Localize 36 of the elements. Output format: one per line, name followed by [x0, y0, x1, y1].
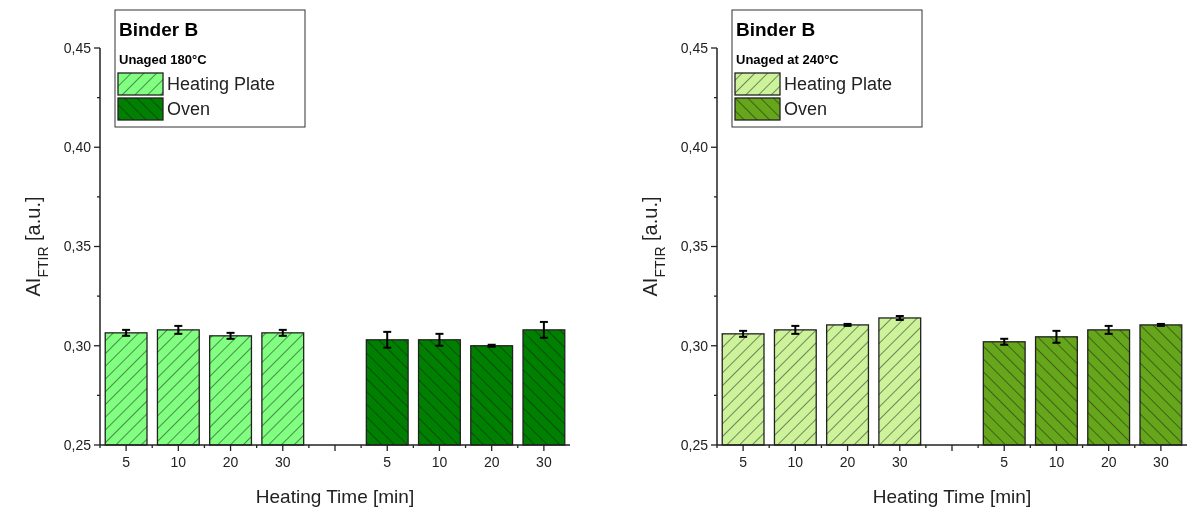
- x-tick-label: 20: [222, 454, 239, 470]
- x-tick-label: 10: [431, 454, 448, 470]
- legend-title: Unaged at 240°C: [736, 52, 840, 67]
- x-tick-label: 5: [739, 454, 748, 470]
- chart-title: Binder B: [736, 19, 816, 40]
- x-tick-label: 5: [383, 454, 392, 470]
- legend-label: Heating Plate: [167, 74, 276, 94]
- y-tick-label: 0,40: [680, 139, 709, 156]
- y-tick-label: 0,40: [63, 139, 92, 156]
- x-tick-label: 30: [891, 454, 908, 470]
- x-tick-label: 20: [483, 454, 500, 470]
- y-tick-label: 0,45: [680, 39, 709, 56]
- x-tick-label: 30: [1153, 454, 1169, 470]
- legend-label: Oven: [784, 99, 828, 119]
- x-tick-label: 10: [170, 454, 187, 470]
- x-axis-title: Heating Time [min]: [872, 486, 1032, 507]
- x-tick-label: 20: [839, 454, 856, 470]
- x-tick-label: 5: [1000, 454, 1009, 470]
- y-tick-label: 0,45: [63, 39, 92, 56]
- y-tick-label: 0,30: [63, 337, 92, 354]
- x-tick-label: 10: [1048, 454, 1065, 470]
- legend-label: Heating Plate: [784, 74, 893, 94]
- x-tick-label: 30: [536, 454, 552, 470]
- x-tick-label: 30: [274, 454, 291, 470]
- chart-title: Binder B: [119, 19, 199, 40]
- y-tick-label: 0,30: [680, 337, 709, 354]
- x-tick-label: 10: [787, 454, 804, 470]
- x-tick-label: 20: [1100, 454, 1117, 470]
- y-tick-label: 0,25: [680, 436, 709, 453]
- legend-label: Oven: [167, 99, 211, 119]
- x-tick-label: 5: [122, 454, 131, 470]
- x-axis-title: Heating Time [min]: [255, 486, 415, 507]
- y-tick-label: 0,35: [680, 238, 709, 255]
- y-tick-label: 0,25: [63, 436, 92, 453]
- legend-title: Unaged 180°C: [119, 52, 208, 67]
- y-tick-label: 0,35: [63, 238, 92, 255]
